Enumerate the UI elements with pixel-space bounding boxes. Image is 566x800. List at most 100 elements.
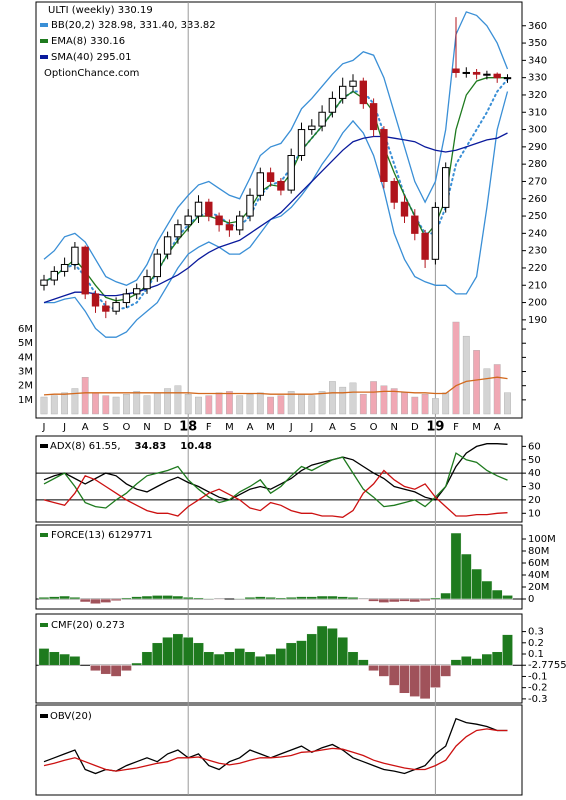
volume-bar [339,386,347,415]
histogram-bar [440,664,452,677]
y-tick-label: 270 [528,176,547,187]
legend-label: SMA(40) 295.01 [51,52,132,63]
candle-body [174,224,182,238]
volume-bar [112,396,120,415]
candle-body [153,253,162,278]
histogram-bar [151,642,163,666]
histogram-bar [59,653,71,666]
x-tick-label: D [164,422,172,433]
y-tick-label: 360 [528,21,547,32]
candle-body [380,129,388,182]
histogram-bar [399,664,410,694]
x-tick-label: O [370,422,378,433]
histogram-bar [409,664,421,697]
histogram-bar [172,633,184,666]
histogram-bar [440,592,452,600]
y-tick-label: 4M [18,352,33,363]
y-tick-label: 280 [528,159,547,170]
volume-bar [40,396,48,415]
histogram-bar [296,640,307,666]
histogram-bar [193,597,204,600]
candle-body [390,180,398,203]
x-tick-label: M [472,422,481,433]
volume-bar [483,368,491,415]
y-tick-label: 310 [528,107,547,118]
histogram-bar [59,595,71,600]
volume-bar [452,321,460,415]
legend-label: ADX(8) 61.55, [50,441,121,452]
volume-bar [432,398,439,415]
volume-bar [225,391,233,415]
y-tick-label: 200 [528,298,547,309]
histogram-bar [285,596,297,600]
histogram-bar [172,595,184,600]
volume-bar [370,381,377,415]
volume-bar [421,393,429,415]
histogram-bar [409,598,421,603]
candle-body [318,111,326,127]
candle-body [225,224,234,231]
histogram-bar [234,598,246,600]
volume-bar [401,392,408,415]
histogram-bar [357,598,369,600]
overlay-line [43,77,508,302]
legend-swatch [40,533,48,537]
legend-swatch [40,39,48,43]
volume-bar [493,364,501,415]
y-tick-label: 220 [528,263,547,274]
y-tick-label: 60M [528,558,549,569]
candle-body [71,246,79,265]
candle-body [81,246,89,295]
histogram-bar [481,580,493,600]
x-tick-label: M [266,422,275,433]
candle-body [256,172,265,196]
candle-body [472,71,481,75]
y-tick-label: 0.2 [528,638,544,649]
volume-bar [215,392,223,415]
candle-body [184,215,192,226]
histogram-bar [203,651,215,666]
volume-bar [92,392,99,415]
watermark: OptionChance.com [44,68,139,79]
x-tick-label: O [122,422,130,433]
x-tick-label: A [494,422,501,433]
histogram-bar [121,597,132,600]
histogram-bar [430,664,441,688]
legend-label: 34.83 [135,441,167,452]
candle-body [400,201,409,217]
indicator-line [43,443,508,501]
x-tick-label: D [411,422,419,433]
candle-body [297,129,306,157]
candle-body [102,305,110,312]
volume-bar [256,392,264,415]
candle-body [266,172,275,182]
histogram-bar [471,658,483,666]
histogram-bar [285,642,297,666]
volume-bar [61,392,69,415]
histogram-bar [193,642,204,666]
histogram-bar [131,662,143,666]
candle-body [339,85,347,99]
histogram-bar [244,651,256,666]
y-tick-label: -0.3 [528,694,548,705]
overlay-line [44,91,509,338]
candle-body [287,155,295,191]
volume-bar [287,391,295,415]
candle-body [483,73,491,76]
x-tick-label: F [453,422,459,433]
volume-average [43,376,508,396]
histogram-bar [162,636,173,666]
histogram-bar [491,589,503,600]
histogram-bar [316,625,328,666]
volume-bar [390,388,398,415]
x-tick-label: J [309,422,313,433]
candle-body [452,68,460,73]
histogram-bar [419,598,431,602]
histogram-bar [224,651,235,666]
candle-body [122,293,131,304]
histogram-bar [254,596,266,600]
volume-bar [359,393,367,415]
adx-frame [35,435,523,523]
candle-body [328,97,337,113]
candle-body [493,73,501,79]
